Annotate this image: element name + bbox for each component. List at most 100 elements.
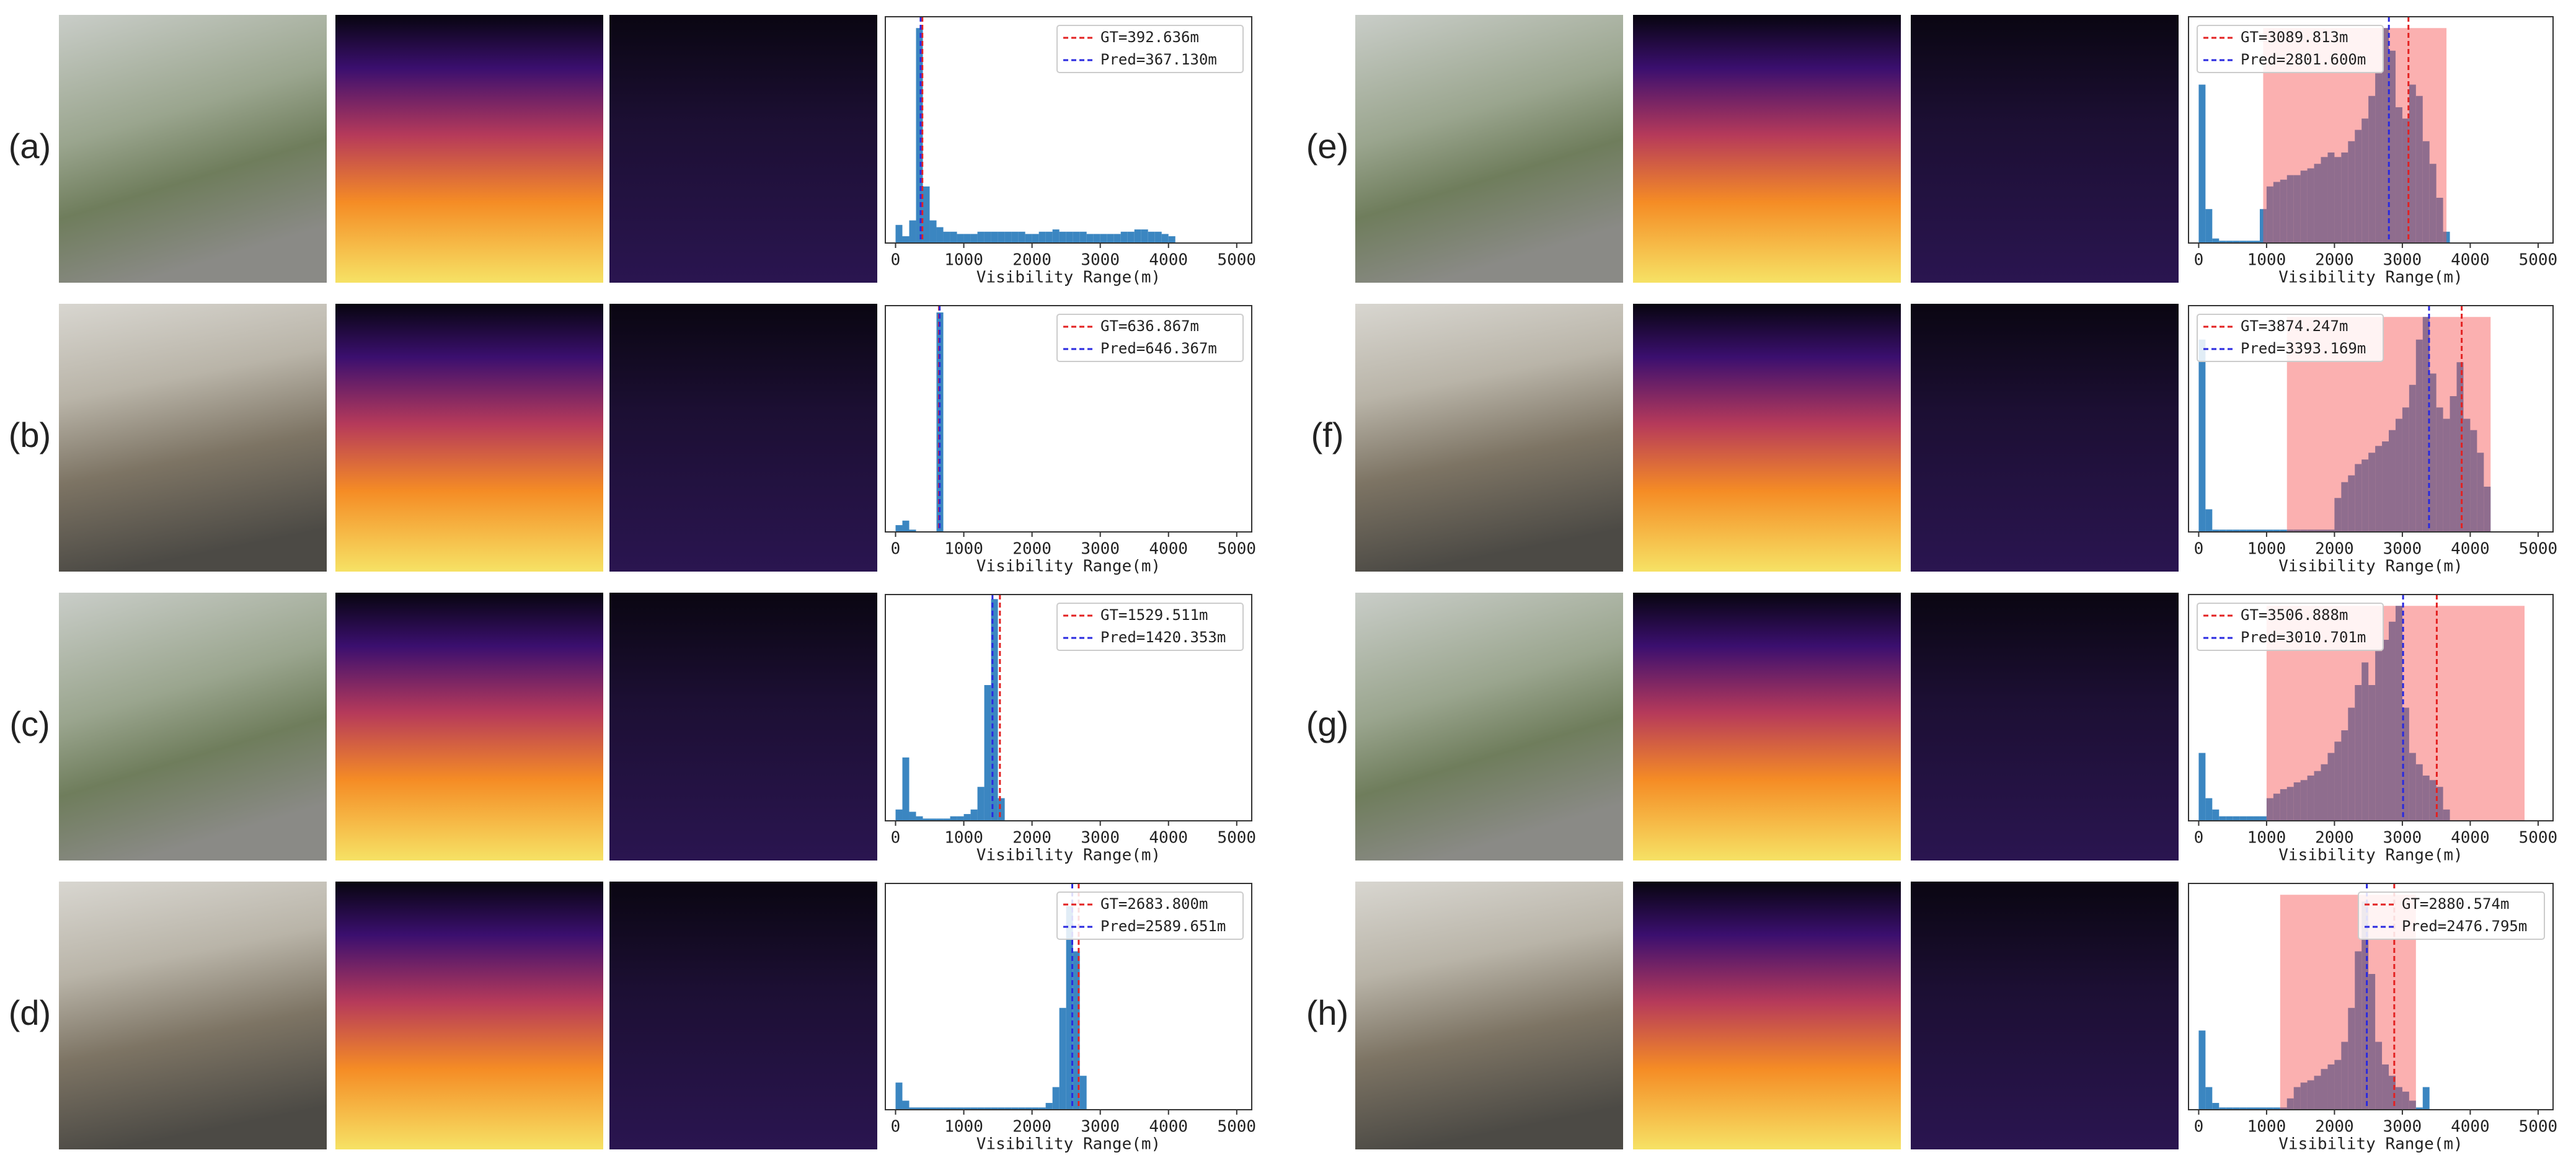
histogram-bar xyxy=(1100,234,1107,243)
histogram-bar xyxy=(1141,229,1148,243)
legend-label: GT=2880.574m xyxy=(2402,895,2509,913)
histogram-bar xyxy=(1086,234,1094,243)
legend-label: Pred=1420.353m xyxy=(1100,629,1226,646)
x-tick-label: 3000 xyxy=(1081,540,1120,559)
histogram-bar xyxy=(1011,231,1019,243)
input-photo xyxy=(1355,882,1623,1149)
panel-label: (f) xyxy=(1311,415,1344,454)
histogram-bar xyxy=(984,231,991,243)
histogram-bar xyxy=(2321,1069,2328,1110)
x-tick-label: 1000 xyxy=(944,829,983,847)
x-tick-label: 0 xyxy=(2194,540,2204,559)
histogram-bar xyxy=(2436,407,2443,532)
histogram-bar xyxy=(2429,780,2437,821)
x-tick-label: 0 xyxy=(891,251,901,270)
histogram-bar xyxy=(2341,730,2348,821)
histogram-bar xyxy=(2293,529,2301,532)
panel-label: (b) xyxy=(9,415,51,454)
x-tick-label: 5000 xyxy=(2519,540,2558,559)
histogram-bar xyxy=(2355,951,2362,1110)
axes-frame xyxy=(2188,16,2554,244)
x-tick-label: 1000 xyxy=(2247,251,2286,270)
histogram-bar xyxy=(2212,529,2220,532)
legend-box xyxy=(2197,603,2384,651)
histogram-bar xyxy=(1059,231,1066,243)
histogram-bar xyxy=(2286,529,2294,532)
x-tick-label: 1000 xyxy=(944,251,983,270)
histogram-bar xyxy=(2307,168,2314,243)
histogram-bar xyxy=(2293,175,2301,243)
histogram-bar xyxy=(1120,231,1128,243)
x-axis-label: Visibility Range(m) xyxy=(976,268,1161,287)
histogram-bar xyxy=(2219,816,2226,821)
x-tick-label: 0 xyxy=(2194,1118,2204,1136)
histogram-bar xyxy=(2226,241,2233,243)
histogram-bar xyxy=(895,525,903,532)
histogram-bar xyxy=(2239,241,2247,243)
histogram-bar xyxy=(2327,1064,2335,1110)
histogram-bar xyxy=(2226,816,2233,821)
histogram-bar xyxy=(2355,130,2362,243)
legend: GT=3506.888m Pred=3010.701m xyxy=(2197,603,2384,651)
histogram-bar xyxy=(2253,241,2260,243)
histogram-bar xyxy=(2456,362,2464,532)
histogram-bar xyxy=(902,1100,910,1110)
density-map xyxy=(1911,593,2179,861)
x-tick-label: 5000 xyxy=(2519,829,2558,847)
histogram-bar xyxy=(2382,1064,2389,1110)
panel-label: (h) xyxy=(1306,993,1348,1032)
histogram-bar xyxy=(970,1107,978,1110)
legend: GT=1529.511m Pred=1420.353m xyxy=(1056,603,1244,651)
histogram-bar xyxy=(1168,236,1175,243)
histogram-bar xyxy=(2402,118,2409,243)
x-axis-label: Visibility Range(m) xyxy=(2278,268,2463,287)
histogram-bar xyxy=(2233,529,2240,532)
legend: GT=3874.247m Pred=3393.169m xyxy=(2197,314,2384,362)
axes-frame xyxy=(2188,594,2554,821)
x-tick-label: 3000 xyxy=(2383,251,2422,270)
x-tick-label: 0 xyxy=(891,540,901,559)
x-tick-label: 1000 xyxy=(2247,540,2286,559)
histogram-bar xyxy=(1045,231,1053,243)
input-photo xyxy=(59,593,327,861)
x-tick-label: 4000 xyxy=(2451,829,2490,847)
histogram-bar xyxy=(1052,1087,1060,1110)
legend: GT=636.867m Pred=646.367m xyxy=(1056,314,1244,362)
histogram-bar xyxy=(2273,182,2280,243)
histogram-bar xyxy=(923,186,930,243)
histogram-bar xyxy=(923,1107,930,1110)
legend-label: GT=3506.888m xyxy=(2241,606,2348,624)
histogram-bar xyxy=(1045,1103,1053,1110)
histogram-bar xyxy=(1011,1107,1019,1110)
histogram-bar xyxy=(970,809,978,821)
histogram-bar xyxy=(2361,901,2369,1110)
x-tick-label: 4000 xyxy=(1149,829,1188,847)
axes-frame xyxy=(885,594,1252,821)
histogram-bar xyxy=(2443,418,2450,532)
histogram-bar xyxy=(2266,186,2273,243)
panel-label: (a) xyxy=(9,126,51,166)
density-map xyxy=(1911,15,2179,283)
histogram-bar xyxy=(2341,153,2348,243)
histogram-bar xyxy=(2422,317,2430,532)
histogram-bar xyxy=(2327,753,2335,821)
histogram-bar xyxy=(909,812,916,821)
density-map xyxy=(609,882,877,1149)
histogram-bar xyxy=(950,1107,957,1110)
histogram-bar xyxy=(2314,1076,2321,1110)
input-photo xyxy=(1355,15,1623,283)
histogram-bar xyxy=(977,787,985,821)
histogram-bar xyxy=(936,818,944,821)
histogram-bar xyxy=(2395,606,2402,821)
histogram-bar xyxy=(2409,753,2416,821)
density-map xyxy=(1911,304,2179,572)
histogram-bar xyxy=(1127,231,1135,243)
histogram-bar xyxy=(2212,238,2220,243)
histogram-bar xyxy=(2205,1087,2213,1110)
x-tick-label: 2000 xyxy=(1012,251,1051,270)
histogram-bar xyxy=(2409,1100,2416,1110)
histogram-bar xyxy=(2198,753,2206,821)
histogram-bar xyxy=(2334,1060,2342,1110)
histogram-bar xyxy=(963,814,971,821)
